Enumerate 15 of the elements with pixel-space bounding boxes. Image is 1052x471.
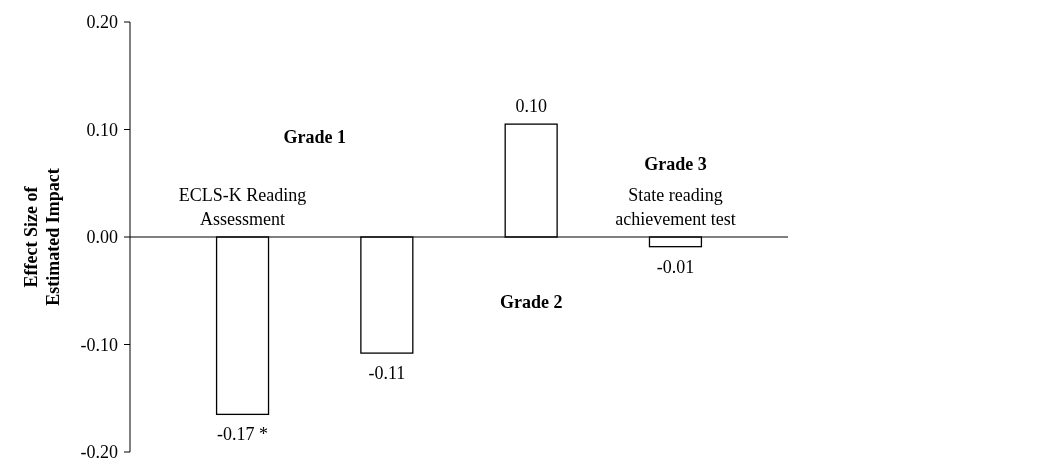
data-label: -0.11	[368, 363, 406, 384]
x-tick-label: ECLS-K Reading Assessment	[178, 185, 307, 229]
data-label: -0.17 *	[217, 424, 269, 445]
x-tick-label: State reading achievement test	[615, 185, 736, 229]
annotation: Grade 1	[283, 127, 346, 147]
y-axis-title: Effect Size of Estimated Impact	[21, 168, 63, 306]
data-label: 0.10	[515, 96, 547, 117]
data-label: -0.01	[656, 256, 695, 277]
y-tick-label: 0.20	[86, 12, 118, 33]
annotation: Grade 2	[499, 292, 563, 312]
annotation: Grade 3	[644, 154, 707, 174]
y-tick-label: 0.00	[86, 227, 118, 248]
y-tick-label: -0.10	[80, 334, 118, 355]
y-tick-label: 0.10	[86, 119, 118, 140]
y-tick-label: -0.20	[80, 442, 118, 463]
